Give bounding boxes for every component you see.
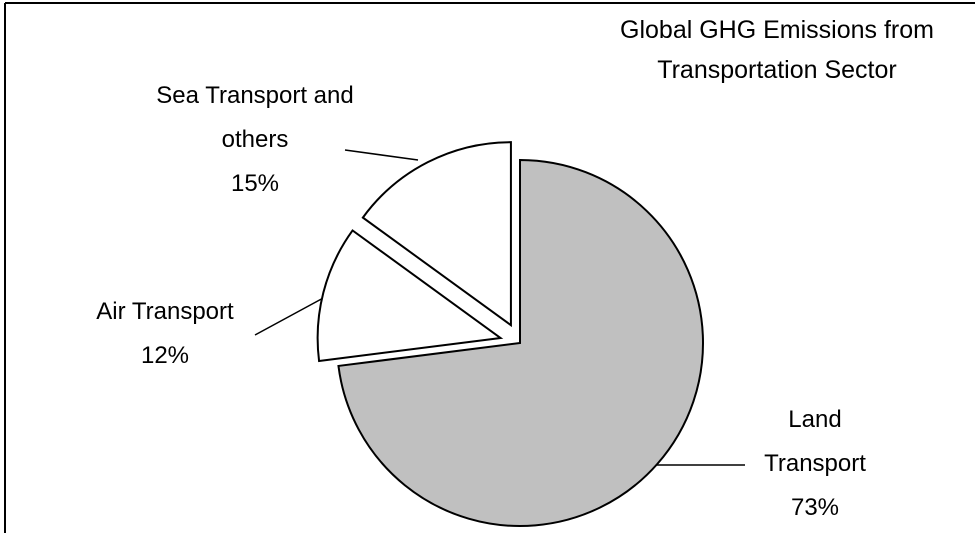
slice-value: 12%	[140, 342, 190, 369]
pie-slice	[337, 158, 704, 527]
chart-title: Global GHG Emissions from Transportation…	[620, 16, 934, 84]
slice-name: Sea Transport and others	[156, 82, 354, 153]
slice-label: Sea Transport and others 15%	[150, 74, 360, 206]
leader-line	[344, 149, 419, 161]
pie-slice	[361, 141, 512, 328]
pie-slice	[316, 229, 504, 363]
slice-name: Land Transport	[764, 406, 866, 477]
slice-value: 15%	[230, 170, 280, 197]
slice-value: 73%	[790, 494, 840, 521]
slice-label: Air Transport 12%	[50, 290, 280, 378]
slice-label: Land Transport 73%	[745, 398, 885, 530]
slice-name: Air Transport	[96, 298, 234, 325]
